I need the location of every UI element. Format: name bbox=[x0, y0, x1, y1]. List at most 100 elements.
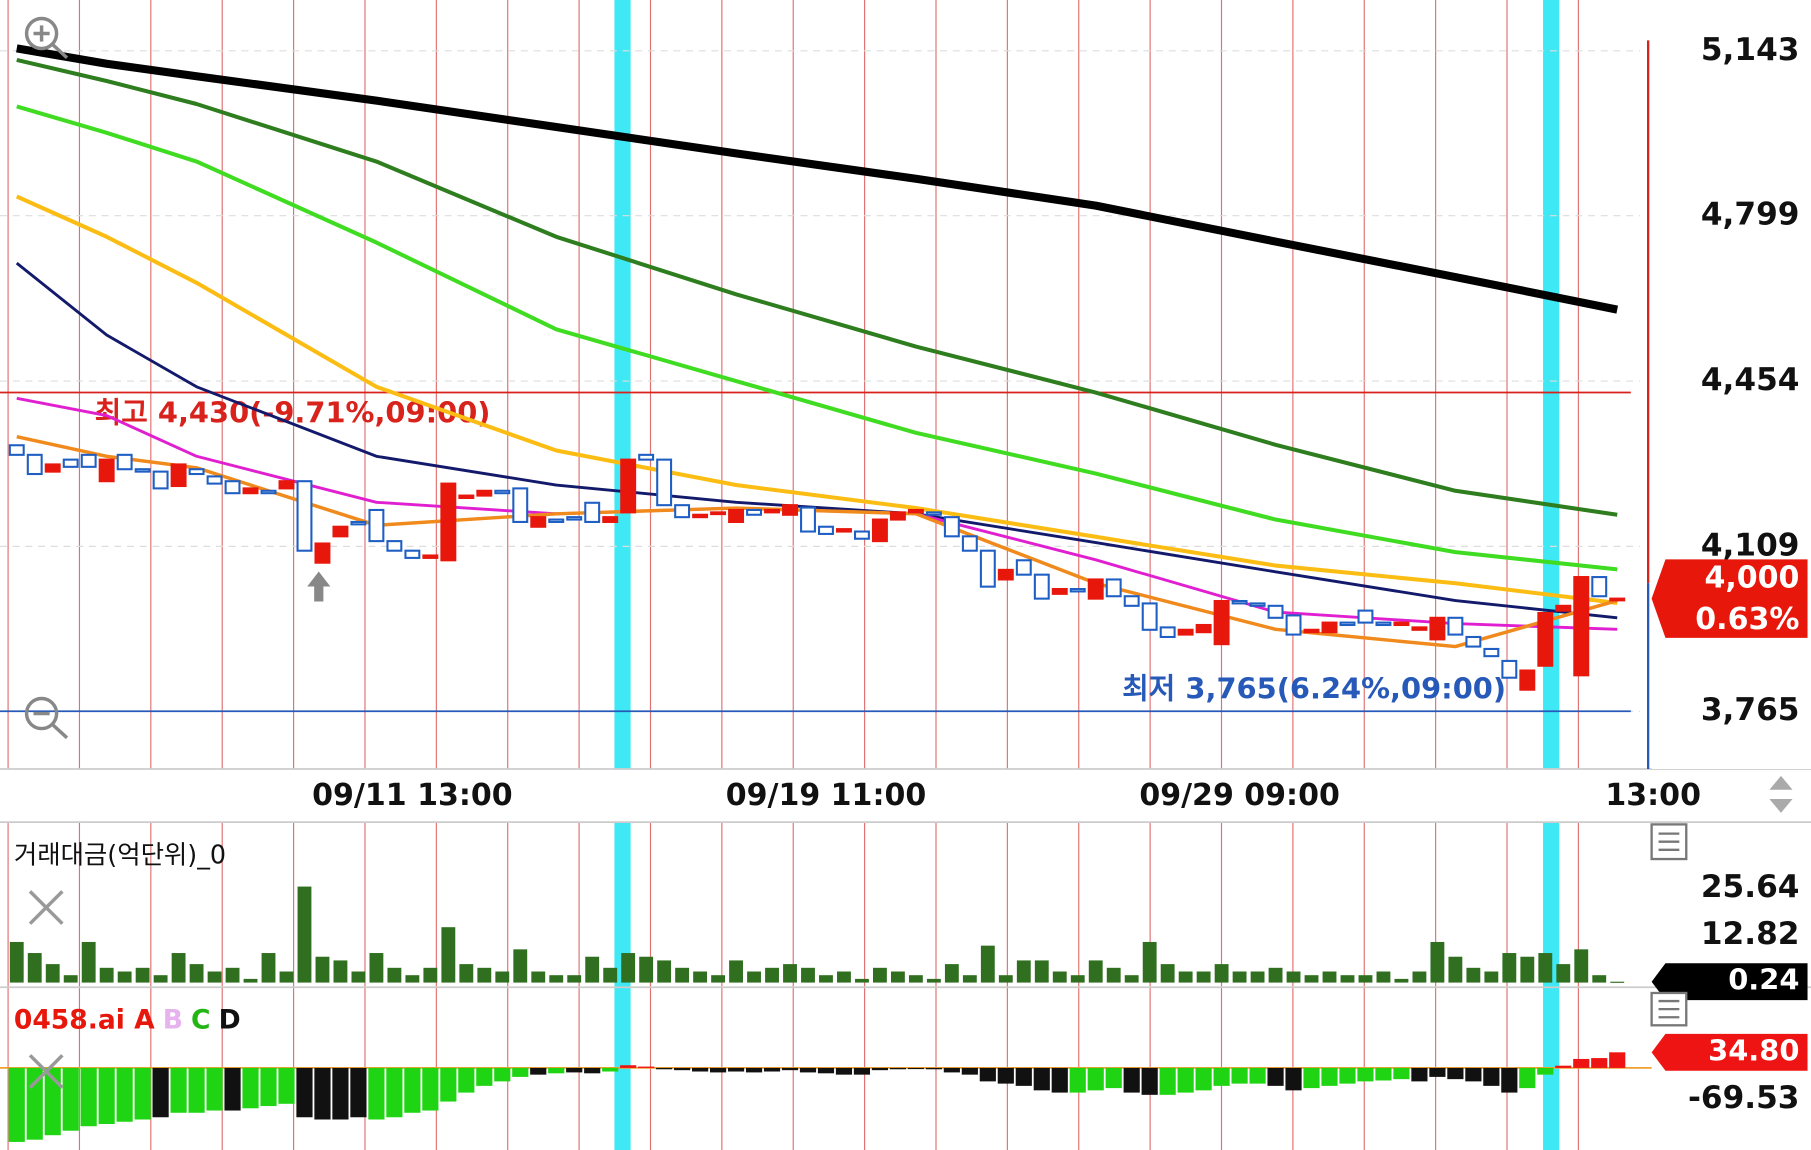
bar bbox=[998, 975, 1013, 983]
bar bbox=[440, 1067, 457, 1102]
bar bbox=[1268, 967, 1283, 983]
candle-body bbox=[422, 554, 439, 559]
bar bbox=[495, 971, 510, 983]
panel-title-part: D bbox=[219, 1004, 241, 1035]
volume-menu-button[interactable] bbox=[1650, 823, 1688, 861]
candle-body bbox=[1483, 647, 1500, 658]
axis-scroll-button[interactable] bbox=[1769, 775, 1793, 813]
bar bbox=[99, 967, 114, 983]
candle-body bbox=[350, 520, 367, 526]
current-value: 34.80 bbox=[1708, 1033, 1799, 1067]
candle-body bbox=[476, 489, 493, 497]
bar bbox=[458, 1067, 475, 1093]
indicator-menu-button[interactable] bbox=[1650, 991, 1688, 1027]
bar bbox=[747, 971, 761, 983]
candle-body bbox=[782, 504, 798, 516]
bar bbox=[783, 964, 797, 983]
bar bbox=[603, 967, 618, 983]
y-tick-label: 3,765 bbox=[1701, 692, 1800, 728]
bar bbox=[1555, 1065, 1572, 1068]
bar bbox=[657, 960, 672, 983]
bar bbox=[405, 975, 420, 983]
candle-body bbox=[1069, 588, 1086, 593]
bar bbox=[1357, 1067, 1374, 1082]
zoom-in-button[interactable] bbox=[24, 16, 69, 60]
bar bbox=[260, 1067, 277, 1107]
candle-body bbox=[404, 549, 421, 559]
moving-average bbox=[15, 194, 1618, 605]
candle-body bbox=[62, 458, 79, 468]
bar bbox=[62, 1067, 79, 1131]
candle-body bbox=[1213, 599, 1230, 646]
candle-body bbox=[961, 535, 978, 552]
bar bbox=[548, 1067, 565, 1074]
candle-body bbox=[44, 463, 61, 473]
bar bbox=[1033, 1067, 1050, 1091]
current-price-box bbox=[1651, 559, 1808, 638]
candle-body bbox=[1555, 604, 1572, 612]
bar bbox=[45, 964, 60, 983]
bar bbox=[297, 886, 312, 983]
bar bbox=[243, 978, 258, 983]
bar bbox=[1430, 941, 1445, 983]
bar bbox=[1609, 1052, 1626, 1068]
candle-body bbox=[889, 511, 906, 521]
bar bbox=[1556, 964, 1571, 983]
bar bbox=[530, 1067, 547, 1075]
candle-body bbox=[548, 518, 565, 523]
bar bbox=[692, 1067, 709, 1072]
bar bbox=[332, 1067, 349, 1120]
bar bbox=[1052, 971, 1067, 983]
bar bbox=[638, 1066, 655, 1068]
bar bbox=[1304, 975, 1319, 983]
bar bbox=[1574, 949, 1589, 983]
candle-body bbox=[1357, 609, 1374, 624]
bar bbox=[1250, 971, 1265, 983]
bar bbox=[1231, 1067, 1248, 1084]
candle-body bbox=[314, 542, 331, 564]
candle-body bbox=[943, 516, 960, 538]
bar bbox=[1412, 971, 1427, 983]
highlight-column bbox=[1543, 0, 1560, 1150]
candle-body bbox=[170, 463, 187, 488]
candle-body bbox=[98, 458, 115, 483]
candle-body bbox=[835, 528, 852, 533]
candle-body bbox=[584, 501, 601, 523]
close-volume-button[interactable] bbox=[28, 890, 64, 925]
bar bbox=[1285, 1067, 1302, 1091]
bar bbox=[9, 941, 24, 983]
bar bbox=[242, 1067, 259, 1109]
candle-body bbox=[1231, 599, 1248, 605]
bar bbox=[1538, 953, 1553, 983]
bar bbox=[1339, 1067, 1356, 1084]
candle-body bbox=[1195, 623, 1212, 634]
bar bbox=[261, 953, 276, 983]
bar bbox=[1016, 960, 1031, 983]
y-tick-label: -69.53 bbox=[1688, 1080, 1800, 1116]
zoom-out-button[interactable] bbox=[24, 696, 69, 740]
x-tick-label: 09/11 13:00 bbox=[312, 778, 513, 813]
bar bbox=[422, 1067, 439, 1111]
candle-body bbox=[602, 516, 619, 523]
bar bbox=[1249, 1067, 1266, 1084]
close-indicator-button[interactable] bbox=[28, 1054, 64, 1089]
candle-body bbox=[907, 508, 924, 514]
candle-body bbox=[530, 516, 547, 528]
bar bbox=[369, 953, 384, 983]
bar bbox=[801, 967, 815, 983]
candle-body bbox=[1249, 602, 1266, 607]
y-tick-label: 4,454 bbox=[1701, 362, 1800, 398]
bar bbox=[979, 1067, 996, 1082]
bar bbox=[1177, 1067, 1194, 1093]
bar bbox=[315, 956, 330, 983]
bar bbox=[1591, 1058, 1608, 1068]
candle-body bbox=[674, 504, 691, 519]
bar bbox=[709, 1067, 727, 1073]
candle-body bbox=[1573, 576, 1590, 677]
candle-body bbox=[1015, 559, 1032, 576]
candle-body bbox=[746, 508, 763, 516]
candle-body bbox=[1033, 573, 1050, 600]
candle-body bbox=[458, 494, 475, 500]
candle-body bbox=[1591, 576, 1608, 598]
bar bbox=[170, 1067, 187, 1113]
